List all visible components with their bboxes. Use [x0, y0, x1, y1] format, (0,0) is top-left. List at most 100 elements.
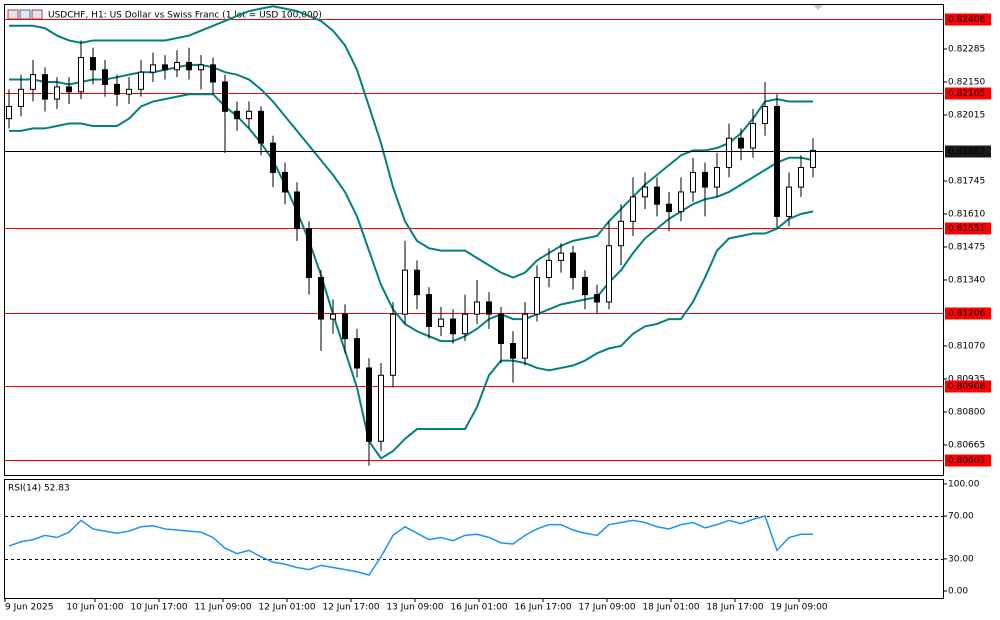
- candle-body: [738, 137, 744, 149]
- candle-body: [618, 220, 624, 247]
- candle-body: [6, 105, 12, 120]
- candle-body: [654, 186, 660, 205]
- candle-body: [54, 86, 60, 100]
- bollinger-band: [9, 93, 814, 460]
- scroll-marker: [813, 5, 823, 10]
- candle-body: [138, 71, 144, 90]
- rsi-line: [8, 515, 813, 576]
- current-price-label: 0.81867: [948, 147, 985, 157]
- candle-body: [606, 245, 612, 303]
- icon[interactable]: [7, 9, 19, 20]
- x-tick-label: 10 Jun 17:00: [130, 603, 187, 613]
- rsi-title: RSI(14) 52.83: [8, 484, 70, 494]
- x-tick-label: 19 Jun 09:00: [770, 603, 827, 613]
- level-label-box: [945, 380, 991, 393]
- candle-body: [714, 167, 720, 188]
- y-tick-label: 0.81610: [948, 209, 985, 219]
- candle-body: [294, 191, 300, 230]
- candle-body: [642, 186, 648, 198]
- y-tick-label: 0.81070: [948, 341, 985, 351]
- chart-title: USDCHF, H1: US Dollar vs Swiss Franc (1 …: [48, 11, 322, 21]
- candle-body: [258, 110, 264, 144]
- level-label-box: [945, 87, 991, 100]
- candle-body: [498, 313, 504, 345]
- candle-body: [186, 61, 192, 71]
- icon[interactable]: [19, 9, 31, 20]
- candle-body: [234, 110, 240, 120]
- x-tick-label: 9 Jun 2025: [5, 603, 53, 613]
- candle-body: [342, 313, 348, 340]
- candle-body: [222, 81, 228, 112]
- y-tick-label: 0.80665: [948, 440, 985, 450]
- bollinger-band: [9, 63, 814, 343]
- candle-body: [594, 294, 600, 303]
- level-label-box: [945, 13, 991, 26]
- bollinger-band: [9, 5, 813, 279]
- candle-body: [126, 88, 132, 95]
- candle-body: [522, 313, 528, 359]
- candle-body: [750, 123, 756, 149]
- candle-body: [402, 269, 408, 315]
- candle-body: [474, 301, 480, 315]
- level-label-box: [945, 307, 991, 320]
- candle-body: [330, 313, 336, 320]
- symbol-icons[interactable]: [7, 9, 43, 20]
- y-tick-label: 30.00: [948, 554, 974, 564]
- x-tick-label: 18 Jun 01:00: [642, 603, 699, 613]
- candle-body: [810, 149, 816, 169]
- candle-body: [690, 171, 696, 193]
- candle-body: [678, 191, 684, 213]
- candle-body: [570, 252, 576, 279]
- level-label: 0.81206: [948, 309, 985, 319]
- candle-body: [702, 171, 708, 188]
- candle-body: [174, 61, 180, 71]
- candle-body: [798, 167, 804, 188]
- candle-body: [318, 277, 324, 320]
- level-label-box: [945, 222, 991, 235]
- y-tick-label: 0.81475: [948, 242, 985, 252]
- level-label: 0.80908: [948, 382, 985, 392]
- candle-body: [726, 137, 732, 169]
- candle-body: [414, 269, 420, 296]
- candle-body: [426, 294, 432, 327]
- level-label: 0.80603: [948, 456, 985, 466]
- candle-body: [510, 343, 516, 359]
- y-tick-label: 0.80800: [948, 407, 985, 417]
- level-label: 0.82105: [948, 89, 985, 99]
- y-tick-label: 70.00: [948, 512, 974, 522]
- candle-body: [486, 301, 492, 315]
- y-tick-label: 0.82285: [948, 44, 985, 54]
- x-tick-label: 12 Jun 01:00: [258, 603, 315, 613]
- candle-body: [366, 367, 372, 442]
- candle-body: [150, 64, 156, 73]
- candle-body: [582, 277, 588, 296]
- candle-body: [378, 374, 384, 442]
- x-tick-label: 10 Jun 01:00: [66, 603, 123, 613]
- x-tick-label: 11 Jun 09:00: [194, 603, 251, 613]
- candle-body: [30, 74, 36, 90]
- y-tick-label: 0.80935: [948, 374, 985, 384]
- candle-body: [78, 57, 84, 93]
- icon[interactable]: [31, 9, 43, 20]
- level-label-box: [945, 454, 991, 467]
- x-tick-label: 16 Jun 17:00: [514, 603, 571, 613]
- candle-body: [306, 228, 312, 279]
- candle-body: [66, 86, 72, 93]
- candle-body: [786, 186, 792, 217]
- candle-body: [666, 203, 672, 213]
- candle-body: [102, 69, 108, 85]
- y-tick-label: 0.81745: [948, 176, 985, 186]
- current-price-box: [945, 145, 991, 158]
- main-frame: [4, 4, 944, 476]
- candle-body: [450, 318, 456, 335]
- rsi-frame: [4, 479, 944, 599]
- candle-body: [42, 74, 48, 100]
- candle-body: [90, 57, 96, 71]
- x-tick-label: 17 Jun 09:00: [578, 603, 635, 613]
- candle-body: [282, 171, 288, 193]
- candle-body: [390, 313, 396, 376]
- y-tick-label: 0.82150: [948, 77, 985, 87]
